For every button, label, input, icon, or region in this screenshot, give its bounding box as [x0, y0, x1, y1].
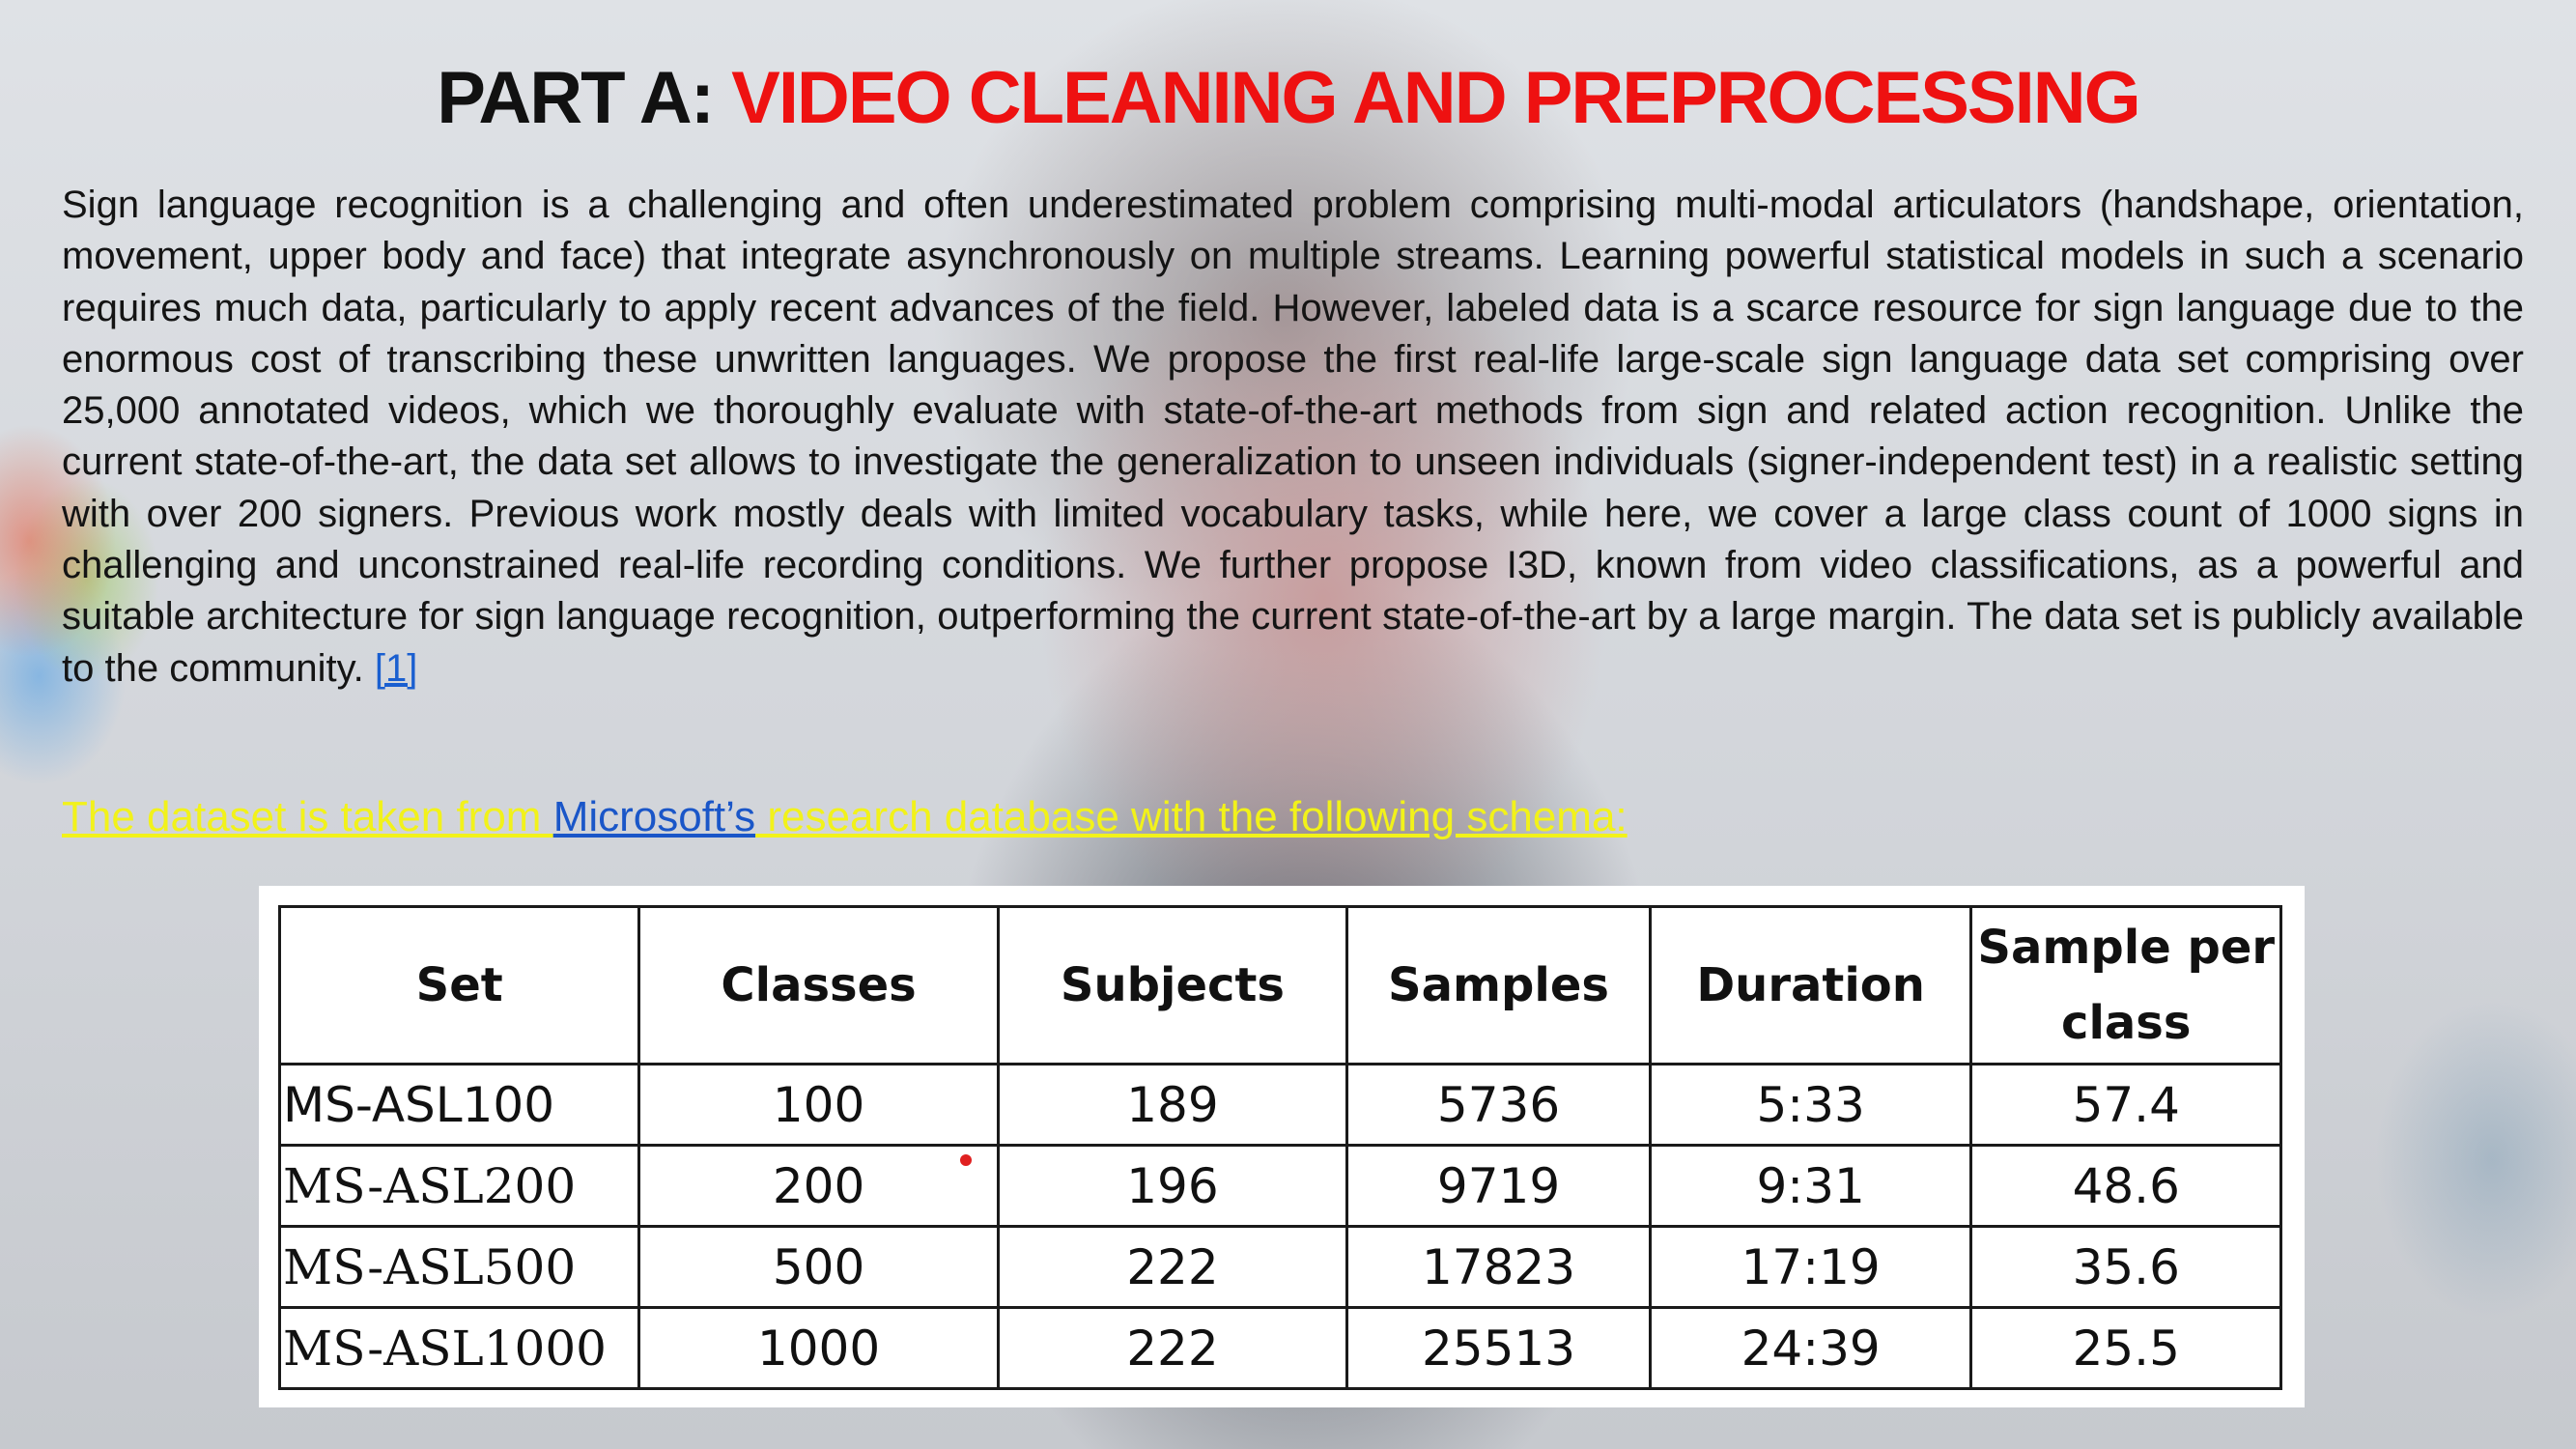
header-samples: Samples — [1345, 905, 1652, 1065]
cell-set: MS-ASL1000 — [277, 1306, 641, 1390]
microsoft-link[interactable]: Microsoft’s — [552, 793, 756, 840]
header-sample-per-class: Sample per class — [1969, 905, 2282, 1065]
schema-text-part1: The dataset is taken from — [62, 793, 553, 840]
table-row: MS-ASL100 100 189 5736 5:33 57.4 — [277, 1063, 2282, 1147]
header-set: Set — [277, 905, 641, 1065]
reference-link[interactable]: [1] — [374, 646, 418, 690]
table-header-row: Set Classes Subjects Samples Duration Sa… — [277, 905, 2282, 1065]
cell-duration: 17:19 — [1648, 1225, 1973, 1309]
cell-sample-per-class: 57.4 — [1969, 1063, 2282, 1147]
dataset-table-card: Set Classes Subjects Samples Duration Sa… — [259, 886, 2305, 1407]
cell-samples: 25513 — [1345, 1306, 1652, 1390]
cell-sample-per-class: 48.6 — [1969, 1144, 2282, 1228]
title-accent: VIDEO CLEANING AND PREPROCESSING — [731, 57, 2141, 139]
header-subjects: Subjects — [996, 905, 1349, 1065]
cell-set: MS-ASL500 — [277, 1225, 641, 1309]
cell-set: MS-ASL200 — [277, 1144, 641, 1228]
cell-samples: 9719 — [1345, 1144, 1652, 1228]
cell-classes: 500 — [637, 1225, 1000, 1309]
cell-subjects: 222 — [996, 1306, 1349, 1390]
header-classes: Classes — [637, 905, 1000, 1065]
abstract-paragraph: Sign language recognition is a challengi… — [62, 180, 2524, 695]
schema-caption: The dataset is taken from Microsoft’s re… — [62, 790, 1628, 844]
abstract-text: Sign language recognition is a challengi… — [62, 184, 2524, 690]
cell-classes: 1000 — [637, 1306, 1000, 1390]
cell-subjects: 196 — [996, 1144, 1349, 1228]
cell-classes: 200 — [637, 1144, 1000, 1228]
cell-samples: 5736 — [1345, 1063, 1652, 1147]
table-row: MS-ASL200 200 196 9719 9:31 48.6 — [277, 1144, 2282, 1228]
cell-samples: 17823 — [1345, 1225, 1652, 1309]
cell-subjects: 222 — [996, 1225, 1349, 1309]
table-row: MS-ASL500 500 222 17823 17:19 35.6 — [277, 1225, 2282, 1309]
cell-subjects: 189 — [996, 1063, 1349, 1147]
cell-sample-per-class: 35.6 — [1969, 1225, 2282, 1309]
dataset-table: Set Classes Subjects Samples Duration Sa… — [277, 905, 2282, 1390]
schema-text-part2: research database with the following sch… — [755, 793, 1628, 840]
cell-duration: 24:39 — [1648, 1306, 1973, 1390]
red-dot-marker — [960, 1154, 972, 1166]
cell-duration: 5:33 — [1648, 1063, 1973, 1147]
table-row: MS-ASL1000 1000 222 25513 24:39 25.5 — [277, 1306, 2282, 1390]
title-prefix: PART A: — [437, 57, 732, 139]
cell-sample-per-class: 25.5 — [1969, 1306, 2282, 1390]
cell-duration: 9:31 — [1648, 1144, 1973, 1228]
slide-title: PART A: VIDEO CLEANING AND PREPROCESSING — [0, 56, 2576, 140]
header-duration: Duration — [1648, 905, 1973, 1065]
cell-classes: 100 — [637, 1063, 1000, 1147]
cell-set: MS-ASL100 — [277, 1063, 641, 1147]
